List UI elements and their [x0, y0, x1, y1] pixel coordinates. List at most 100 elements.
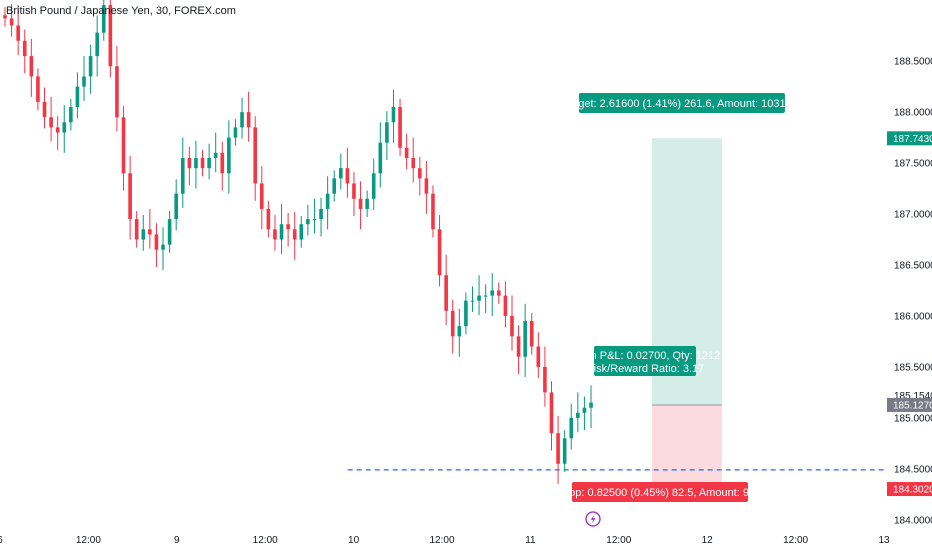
candle-body [233, 127, 238, 138]
candle-body [345, 168, 350, 184]
candle-body [385, 122, 389, 143]
candle-body [450, 310, 455, 337]
candle-body [227, 137, 231, 174]
risk-reward-text: Risk/Reward Ratio: 3.17 [586, 363, 705, 375]
candle-body [279, 224, 284, 240]
candle-body [576, 412, 580, 418]
candle-body [338, 168, 343, 179]
candle-body [529, 321, 534, 347]
x-tick-label: 12:00 [429, 535, 454, 546]
stop-label-background [572, 482, 748, 502]
x-tick-label: 13 [878, 535, 890, 546]
candle-body [69, 107, 73, 123]
y-tick-label: 184.00000 [894, 515, 932, 526]
candle-body [569, 417, 574, 439]
candle-body [464, 300, 468, 327]
candle-body [378, 142, 383, 174]
candle-body [437, 229, 442, 276]
time-axis[interactable]: 6 12:00 9 12:00 10 12:00 11 12:00 12 12:00 13 [0, 535, 890, 546]
price-scale-labels: 187.74300 185.15400 185.12700 184.30200 [887, 131, 932, 497]
target-price-badge [887, 131, 932, 146]
candle-body [292, 229, 297, 240]
candle-body [134, 219, 139, 240]
candle-body [187, 157, 192, 169]
stop-price-badge [887, 482, 932, 497]
lightning-icon[interactable] [585, 511, 601, 527]
y-tick-label: 188.50000 [894, 57, 932, 68]
entry-price-badge [887, 397, 932, 412]
symbol-title[interactable]: British Pound / Japanese Yen, 30, FOREX.… [6, 5, 236, 17]
candle-body [312, 219, 317, 221]
candle-body [266, 208, 271, 230]
stop-label-text: Stop: 0.82500 (0.45%) 82.5, Amount: 990 [559, 487, 761, 499]
x-tick-label: 12:00 [76, 535, 101, 546]
x-tick-label: 10 [348, 535, 360, 546]
candle-body [477, 295, 481, 301]
open-pnl-label-background [594, 346, 696, 376]
candle-body [391, 107, 396, 123]
candle-body [213, 152, 218, 158]
candle-body [457, 326, 462, 337]
candle-body [22, 40, 27, 57]
entry-price-badge-text: 185.12700 [893, 400, 932, 411]
y-tick-label: 188.00000 [894, 108, 932, 119]
stop-label: Stop: 0.82500 (0.45%) 82.5, Amount: 990 [559, 482, 761, 502]
candle-body [259, 183, 264, 209]
candle-body [418, 168, 422, 179]
candle-body [431, 193, 435, 230]
candle-body [352, 183, 356, 199]
candle-body [220, 152, 225, 174]
candle-body [75, 86, 80, 108]
candle-body [82, 76, 86, 87]
candle-body [510, 315, 514, 337]
candle-body [332, 178, 337, 194]
candle-body [200, 157, 205, 169]
candle-body [246, 112, 251, 128]
candle-body [121, 117, 126, 174]
price-axis[interactable]: 188.50000 188.00000 187.50000 187.00000 186.… [894, 57, 932, 527]
long-position-tool[interactable] [651, 138, 722, 490]
candle-body [29, 56, 34, 77]
candle-body [490, 290, 495, 296]
x-tick-label: 9 [174, 535, 180, 546]
candle-body [240, 112, 244, 128]
candle-body [141, 229, 146, 240]
candle-body [128, 173, 132, 220]
candle-body [3, 15, 7, 19]
open-pnl-text: Open P&L: 0.02700, Qty: 1212 [570, 350, 720, 362]
y-tick-label: 187.50000 [894, 159, 932, 170]
current-price-label: 185.15400 [894, 391, 932, 402]
candle-body [42, 101, 47, 118]
candle-body [358, 198, 363, 209]
target-label-text: Target: 2.61600 (1.41%) 261.6, Amount: 1… [563, 98, 801, 110]
y-tick-label: 187.00000 [894, 210, 932, 221]
candle-body [306, 219, 310, 225]
candle-body [286, 224, 290, 230]
candle-body [516, 336, 521, 357]
candle-body [273, 229, 277, 240]
candlestick-series [3, 0, 593, 485]
candle-body [424, 178, 429, 194]
x-tick-label: 12 [702, 535, 714, 546]
x-tick-label: 12:00 [606, 535, 631, 546]
candle-body [88, 56, 93, 77]
candle-body [174, 193, 178, 220]
y-tick-label: 184.50000 [894, 464, 932, 475]
candle-body [582, 407, 587, 413]
candle-body [16, 25, 20, 41]
candle-body [536, 346, 541, 367]
candle-body [161, 244, 165, 250]
candle-body [556, 433, 560, 464]
target-price-badge-text: 187.74300 [893, 134, 932, 145]
candle-body [444, 275, 448, 311]
candle-body [543, 366, 547, 393]
candle-body [49, 117, 53, 128]
candle-body [115, 66, 119, 118]
candle-body [194, 157, 198, 169]
risk-zone[interactable] [651, 404, 722, 490]
stop-price-badge-text: 184.30200 [893, 485, 932, 496]
candle-body [55, 127, 60, 133]
candle-body [95, 32, 99, 57]
